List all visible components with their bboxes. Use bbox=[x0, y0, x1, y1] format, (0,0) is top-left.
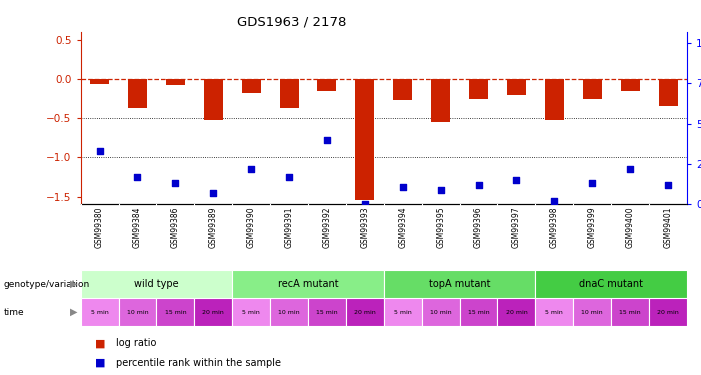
Bar bbox=[204, 79, 223, 120]
Bar bbox=[194, 298, 232, 326]
Text: 5 min: 5 min bbox=[243, 310, 260, 315]
Point bbox=[94, 148, 105, 154]
Point bbox=[359, 201, 370, 207]
Text: GSM99392: GSM99392 bbox=[322, 206, 332, 248]
Bar bbox=[583, 79, 601, 99]
Bar bbox=[422, 298, 460, 326]
Bar bbox=[469, 79, 488, 99]
Text: GSM99389: GSM99389 bbox=[209, 206, 218, 248]
Text: 15 min: 15 min bbox=[619, 310, 641, 315]
Text: GSM99396: GSM99396 bbox=[474, 206, 483, 248]
Text: log ratio: log ratio bbox=[116, 338, 156, 348]
Point bbox=[549, 198, 560, 204]
Text: percentile rank within the sample: percentile rank within the sample bbox=[116, 358, 280, 368]
Point bbox=[283, 174, 294, 180]
Text: GSM99394: GSM99394 bbox=[398, 206, 407, 248]
Bar bbox=[649, 298, 687, 326]
Bar bbox=[166, 79, 185, 85]
Bar bbox=[270, 298, 308, 326]
Text: 5 min: 5 min bbox=[394, 310, 411, 315]
Text: GSM99401: GSM99401 bbox=[664, 206, 672, 248]
Text: 15 min: 15 min bbox=[316, 310, 338, 315]
Point bbox=[511, 177, 522, 183]
Text: 20 min: 20 min bbox=[354, 310, 376, 315]
Text: time: time bbox=[4, 308, 24, 316]
Text: ■: ■ bbox=[95, 358, 105, 368]
Bar bbox=[431, 79, 450, 122]
Text: GSM99391: GSM99391 bbox=[285, 206, 294, 248]
Text: ▶: ▶ bbox=[69, 307, 77, 317]
Point bbox=[207, 190, 219, 196]
Point bbox=[587, 180, 598, 186]
Point bbox=[170, 180, 181, 186]
Text: wild type: wild type bbox=[134, 279, 179, 289]
Text: GSM99397: GSM99397 bbox=[512, 206, 521, 248]
Bar bbox=[536, 298, 573, 326]
Text: dnaC mutant: dnaC mutant bbox=[579, 279, 644, 289]
Text: 10 min: 10 min bbox=[278, 310, 300, 315]
Text: 20 min: 20 min bbox=[657, 310, 679, 315]
Text: GSM99384: GSM99384 bbox=[133, 206, 142, 248]
Bar bbox=[81, 298, 118, 326]
Text: 5 min: 5 min bbox=[545, 310, 563, 315]
Text: 20 min: 20 min bbox=[505, 310, 527, 315]
Text: 20 min: 20 min bbox=[203, 310, 224, 315]
Bar bbox=[573, 298, 611, 326]
Point bbox=[662, 182, 674, 188]
Text: GSM99390: GSM99390 bbox=[247, 206, 256, 248]
Text: recA mutant: recA mutant bbox=[278, 279, 339, 289]
Bar bbox=[308, 298, 346, 326]
Bar bbox=[498, 298, 536, 326]
Bar bbox=[128, 79, 147, 108]
Bar bbox=[90, 79, 109, 84]
Bar bbox=[545, 79, 564, 120]
Point bbox=[435, 187, 447, 193]
Bar bbox=[232, 270, 384, 298]
Bar bbox=[346, 298, 384, 326]
Text: GSM99399: GSM99399 bbox=[587, 206, 597, 248]
Text: GSM99395: GSM99395 bbox=[436, 206, 445, 248]
Text: 5 min: 5 min bbox=[90, 310, 109, 315]
Point bbox=[397, 184, 409, 190]
Bar bbox=[611, 298, 649, 326]
Point bbox=[245, 166, 257, 172]
Bar bbox=[318, 79, 336, 91]
Text: GDS1963 / 2178: GDS1963 / 2178 bbox=[237, 15, 346, 28]
Text: 15 min: 15 min bbox=[468, 310, 489, 315]
Text: topA mutant: topA mutant bbox=[429, 279, 490, 289]
Bar bbox=[384, 270, 536, 298]
Bar bbox=[507, 79, 526, 94]
Bar bbox=[355, 79, 374, 201]
Text: ■: ■ bbox=[95, 338, 105, 348]
Point bbox=[473, 182, 484, 188]
Text: GSM99393: GSM99393 bbox=[360, 206, 369, 248]
Text: ▶: ▶ bbox=[69, 279, 77, 289]
Bar bbox=[393, 79, 412, 100]
Point bbox=[132, 174, 143, 180]
Bar bbox=[658, 79, 677, 106]
Bar bbox=[536, 270, 687, 298]
Bar bbox=[232, 298, 270, 326]
Text: 10 min: 10 min bbox=[430, 310, 451, 315]
Bar bbox=[156, 298, 194, 326]
Text: GSM99386: GSM99386 bbox=[171, 206, 180, 248]
Bar bbox=[81, 270, 232, 298]
Point bbox=[321, 137, 332, 143]
Point bbox=[625, 166, 636, 172]
Text: 10 min: 10 min bbox=[581, 310, 603, 315]
Bar bbox=[460, 298, 498, 326]
Text: 15 min: 15 min bbox=[165, 310, 186, 315]
Text: genotype/variation: genotype/variation bbox=[4, 280, 90, 289]
Text: 10 min: 10 min bbox=[127, 310, 149, 315]
Text: GSM99380: GSM99380 bbox=[95, 206, 104, 248]
Bar bbox=[620, 79, 639, 92]
Text: GSM99398: GSM99398 bbox=[550, 206, 559, 248]
Bar bbox=[242, 79, 261, 93]
Bar bbox=[384, 298, 422, 326]
Text: GSM99400: GSM99400 bbox=[625, 206, 634, 248]
Bar bbox=[118, 298, 156, 326]
Bar bbox=[280, 79, 299, 108]
